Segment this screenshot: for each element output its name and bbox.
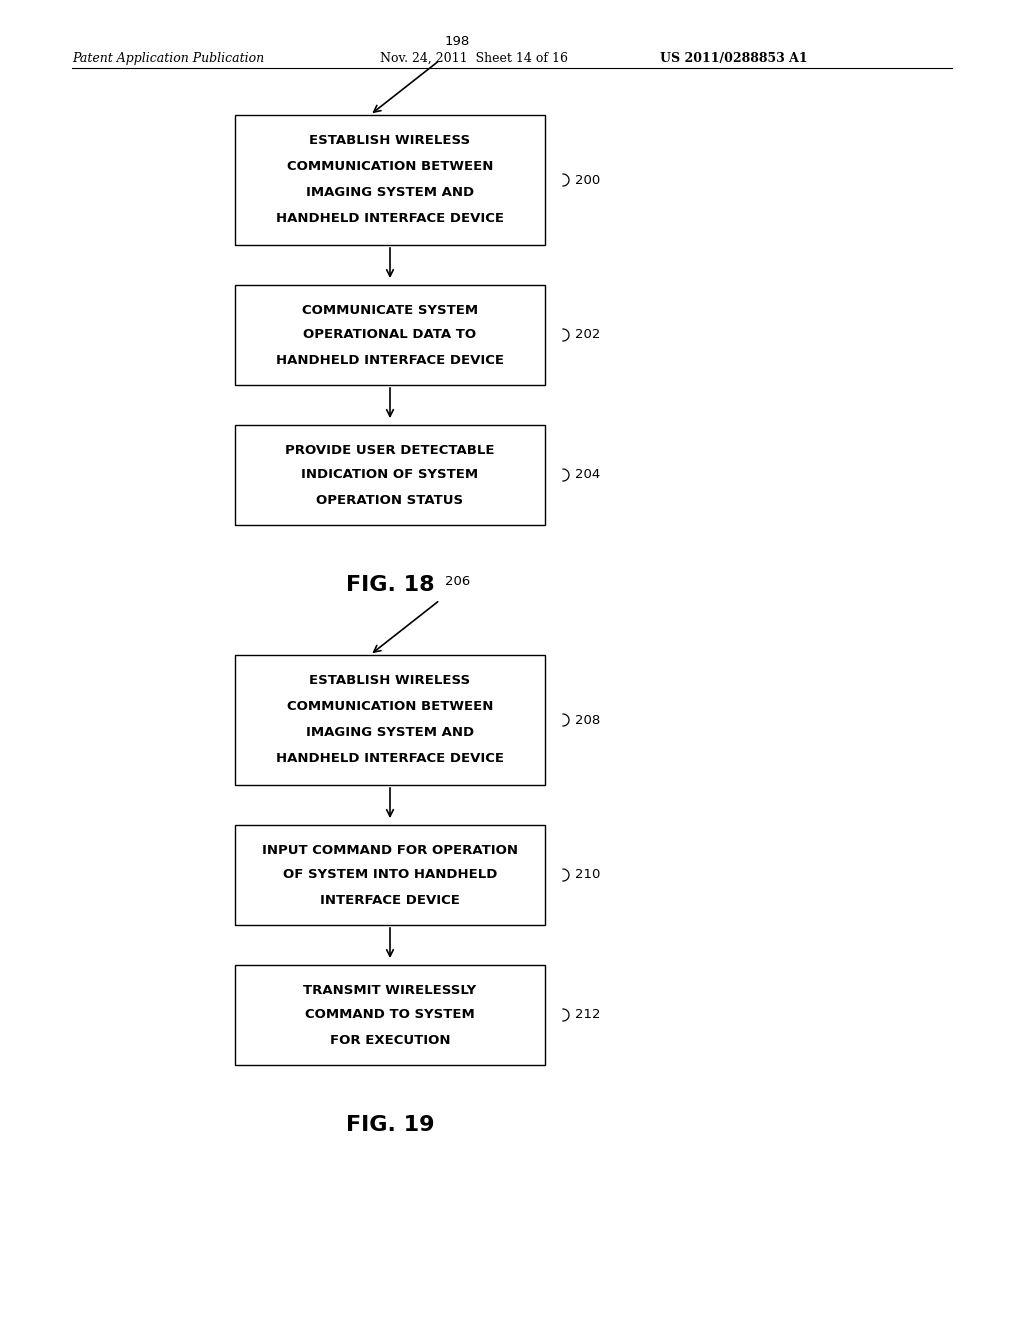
Bar <box>234 655 545 785</box>
Text: IMAGING SYSTEM AND: IMAGING SYSTEM AND <box>306 186 474 199</box>
Text: IMAGING SYSTEM AND: IMAGING SYSTEM AND <box>306 726 474 739</box>
Text: 210: 210 <box>575 869 600 882</box>
Bar <box>234 825 545 925</box>
Text: COMMUNICATION BETWEEN: COMMUNICATION BETWEEN <box>287 701 494 714</box>
Text: 198: 198 <box>445 36 470 48</box>
Text: 212: 212 <box>575 1008 600 1022</box>
Text: 200: 200 <box>575 173 600 186</box>
Text: Patent Application Publication: Patent Application Publication <box>72 51 264 65</box>
Text: TRANSMIT WIRELESSLY: TRANSMIT WIRELESSLY <box>303 983 476 997</box>
Text: HANDHELD INTERFACE DEVICE: HANDHELD INTERFACE DEVICE <box>276 752 504 766</box>
Bar <box>234 285 545 385</box>
Text: OF SYSTEM INTO HANDHELD: OF SYSTEM INTO HANDHELD <box>283 869 498 882</box>
Text: HANDHELD INTERFACE DEVICE: HANDHELD INTERFACE DEVICE <box>276 354 504 367</box>
Text: ESTABLISH WIRELESS: ESTABLISH WIRELESS <box>309 135 471 148</box>
Text: INPUT COMMAND FOR OPERATION: INPUT COMMAND FOR OPERATION <box>262 843 518 857</box>
Text: 202: 202 <box>575 329 600 342</box>
Text: OPERATIONAL DATA TO: OPERATIONAL DATA TO <box>303 329 476 342</box>
Text: OPERATION STATUS: OPERATION STATUS <box>316 494 464 507</box>
Text: FIG. 18: FIG. 18 <box>346 576 434 595</box>
Text: HANDHELD INTERFACE DEVICE: HANDHELD INTERFACE DEVICE <box>276 213 504 226</box>
Text: 208: 208 <box>575 714 600 726</box>
Bar <box>234 115 545 246</box>
Text: PROVIDE USER DETECTABLE: PROVIDE USER DETECTABLE <box>286 444 495 457</box>
Text: INDICATION OF SYSTEM: INDICATION OF SYSTEM <box>301 469 478 482</box>
Text: US 2011/0288853 A1: US 2011/0288853 A1 <box>660 51 808 65</box>
Text: 206: 206 <box>445 576 470 587</box>
Text: Nov. 24, 2011  Sheet 14 of 16: Nov. 24, 2011 Sheet 14 of 16 <box>380 51 568 65</box>
Text: FIG. 19: FIG. 19 <box>346 1115 434 1135</box>
Bar <box>234 425 545 525</box>
Text: INTERFACE DEVICE: INTERFACE DEVICE <box>321 894 460 907</box>
Text: COMMAND TO SYSTEM: COMMAND TO SYSTEM <box>305 1008 475 1022</box>
Text: COMMUNICATION BETWEEN: COMMUNICATION BETWEEN <box>287 161 494 173</box>
Text: 204: 204 <box>575 469 600 482</box>
Text: COMMUNICATE SYSTEM: COMMUNICATE SYSTEM <box>302 304 478 317</box>
Bar <box>234 965 545 1065</box>
Text: ESTABLISH WIRELESS: ESTABLISH WIRELESS <box>309 675 471 688</box>
Text: FOR EXECUTION: FOR EXECUTION <box>330 1034 451 1047</box>
